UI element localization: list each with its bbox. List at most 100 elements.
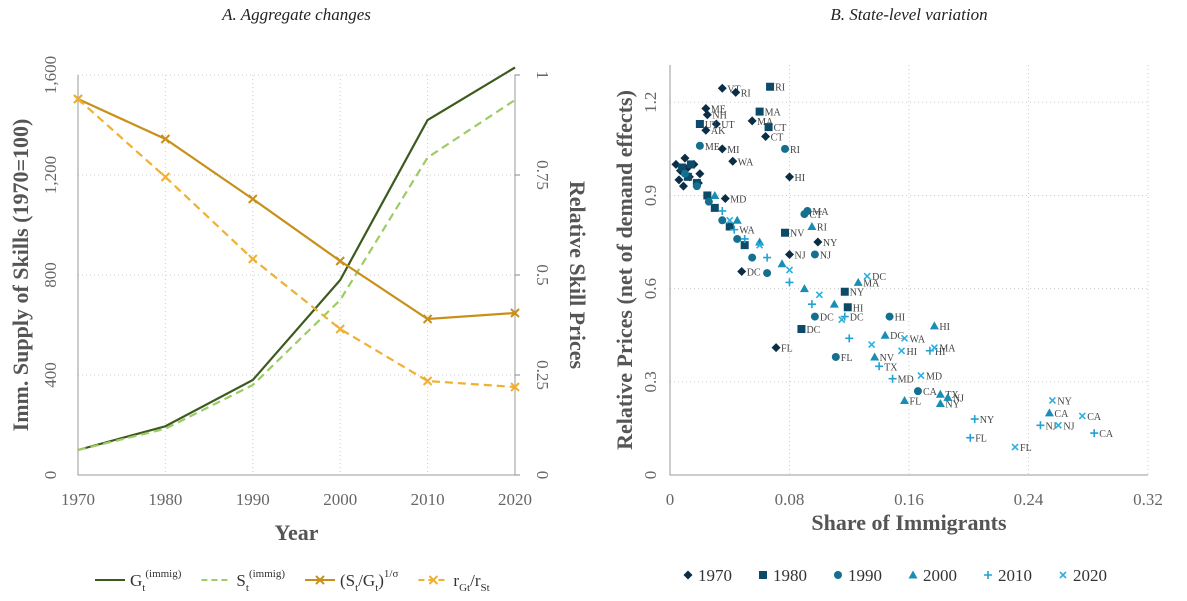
point-label: NJ xyxy=(1045,421,1056,432)
axis-frame xyxy=(77,75,516,476)
point-label: DC xyxy=(820,313,834,324)
legend-label: 1970 xyxy=(698,566,732,585)
point-marker xyxy=(726,216,734,224)
point-marker xyxy=(1036,421,1045,430)
point-label: MD xyxy=(730,195,746,206)
point-marker xyxy=(335,324,345,334)
point-label: HI xyxy=(939,322,950,333)
point-label: DC xyxy=(806,325,820,336)
legend-marker xyxy=(428,575,439,585)
point-marker xyxy=(1011,443,1019,451)
panel-title: A. Aggregate changes xyxy=(221,5,371,24)
point-marker xyxy=(885,312,894,321)
point-label: CA xyxy=(923,387,938,398)
point-marker xyxy=(870,352,880,361)
y2-tick-label: 1 xyxy=(533,71,552,80)
legend-text: Gt xyxy=(459,582,470,594)
series-line xyxy=(77,99,516,452)
point-marker xyxy=(335,256,345,266)
legend-text: (immig) xyxy=(249,568,285,580)
point-label: DC xyxy=(850,313,864,324)
point-label: WA xyxy=(910,334,926,345)
point-marker xyxy=(710,190,720,199)
point-marker xyxy=(913,387,922,396)
panel-title: B. State-level variation xyxy=(830,5,987,24)
point-marker xyxy=(728,156,738,166)
point-label: NY xyxy=(945,400,959,411)
legend-text: t xyxy=(246,582,249,594)
point-label: CT xyxy=(774,123,787,134)
point-label: UT xyxy=(721,120,734,131)
x-tick-label: 0 xyxy=(666,490,675,509)
y-tick-label: 0.6 xyxy=(641,278,660,299)
x-tick-label: 0.08 xyxy=(775,490,805,509)
point-marker xyxy=(897,347,906,355)
point-marker xyxy=(838,316,846,324)
x-tick-label: 2020 xyxy=(498,490,532,509)
point-marker xyxy=(710,203,719,212)
point-marker xyxy=(730,225,739,234)
point-label: WA xyxy=(739,226,755,237)
point-marker xyxy=(718,216,727,225)
point-label: TX xyxy=(884,362,898,373)
point-marker xyxy=(701,103,711,113)
point-label: NJ xyxy=(1063,421,1074,432)
point-label: NV xyxy=(790,229,805,240)
point-marker xyxy=(930,344,938,352)
legend-text: G xyxy=(130,571,142,590)
point-marker xyxy=(843,303,852,312)
legend-text: t xyxy=(375,582,378,594)
point-marker xyxy=(1044,408,1054,417)
point-label: RI xyxy=(790,145,800,156)
point-marker xyxy=(702,110,712,120)
point-marker xyxy=(917,372,925,380)
x-tick-label: 2000 xyxy=(323,490,357,509)
point-label: MA xyxy=(765,108,782,119)
point-label: HI xyxy=(853,303,864,314)
point-marker xyxy=(510,308,520,318)
point-marker xyxy=(683,172,692,181)
point-marker xyxy=(970,415,979,424)
point-marker xyxy=(737,267,747,277)
point-marker xyxy=(966,433,975,442)
axis-frame xyxy=(669,65,1148,476)
legend-label: St(immig) xyxy=(236,568,285,594)
series-line xyxy=(77,97,516,321)
point-marker xyxy=(248,254,258,264)
point-label: MA xyxy=(757,117,774,128)
legend-label: (St/Gt)1/σ xyxy=(340,568,398,594)
y2-tick-label: 0.25 xyxy=(533,360,552,390)
point-label: MD xyxy=(926,372,942,383)
point-marker xyxy=(810,250,819,259)
point-marker xyxy=(732,215,742,224)
point-label: HI xyxy=(895,313,906,324)
point-marker xyxy=(695,141,704,150)
legend-text: /r xyxy=(470,571,481,590)
y2-tick-label: 0 xyxy=(533,471,552,480)
legend-label: 2020 xyxy=(1073,566,1107,585)
point-marker xyxy=(781,228,790,237)
point-label: CA xyxy=(1087,412,1102,423)
point-marker xyxy=(785,266,794,274)
point-label: NV xyxy=(880,353,895,364)
legend-text: S xyxy=(236,571,245,590)
point-label: MA xyxy=(939,344,956,355)
point-marker xyxy=(888,374,897,383)
point-marker xyxy=(695,169,705,179)
point-label: CA xyxy=(1099,429,1114,440)
point-marker xyxy=(733,234,742,243)
point-marker xyxy=(160,134,171,144)
point-marker xyxy=(853,277,863,286)
point-marker xyxy=(815,291,823,299)
x-tick-label: 1990 xyxy=(236,490,270,509)
point-label: RI xyxy=(775,83,785,94)
point-label: ME xyxy=(705,142,720,153)
point-marker xyxy=(1048,396,1056,405)
point-label: FL xyxy=(781,344,793,355)
point-marker xyxy=(680,169,689,178)
point-marker xyxy=(692,182,701,191)
point-marker xyxy=(677,163,686,172)
legend-text: ) xyxy=(378,571,384,590)
point-marker xyxy=(807,222,817,231)
point-label: CT xyxy=(771,132,784,143)
